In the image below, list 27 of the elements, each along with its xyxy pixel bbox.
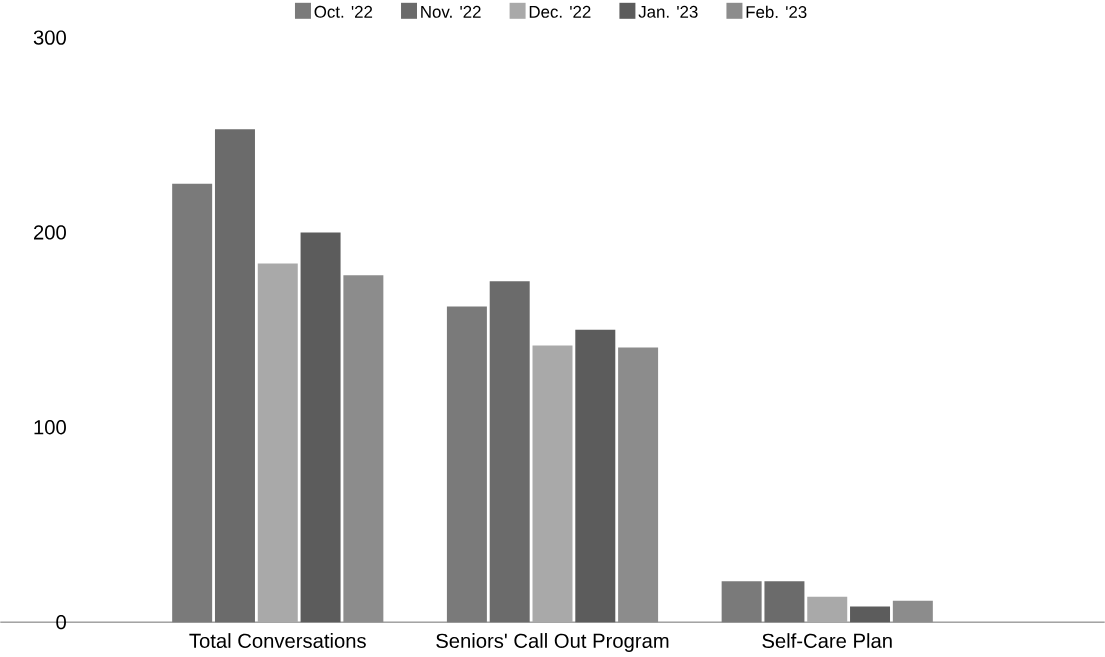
bar — [172, 183, 213, 623]
x-tick-label: Total Conversations — [189, 633, 366, 649]
x-tick-label: Seniors' Call Out Program — [436, 633, 669, 653]
x-tick-label: Self-Care Plan — [762, 633, 892, 649]
bar — [764, 581, 805, 623]
bar — [343, 275, 384, 623]
legend-label: Feb. '23 — [746, 5, 807, 19]
legend-label: Oct. '22 — [314, 6, 373, 18]
bar — [892, 600, 933, 623]
bar — [618, 347, 659, 623]
bar — [214, 129, 255, 623]
bar — [721, 581, 762, 623]
bar — [532, 345, 573, 623]
legend-label: Nov. '22 — [421, 6, 481, 18]
y-tick-label: 100 — [34, 420, 66, 435]
bar — [850, 606, 891, 623]
bar — [300, 232, 341, 623]
bar — [489, 281, 530, 623]
bar — [575, 330, 616, 623]
bar — [807, 596, 848, 623]
y-tick-label: 300 — [33, 30, 66, 45]
bar — [446, 306, 487, 623]
y-tick-label: 0 — [56, 615, 66, 630]
y-tick-label: 200 — [33, 225, 66, 240]
bar — [257, 263, 298, 623]
legend-label: Jan. '23 — [638, 6, 698, 18]
legend-label: Dec. '22 — [529, 6, 591, 18]
